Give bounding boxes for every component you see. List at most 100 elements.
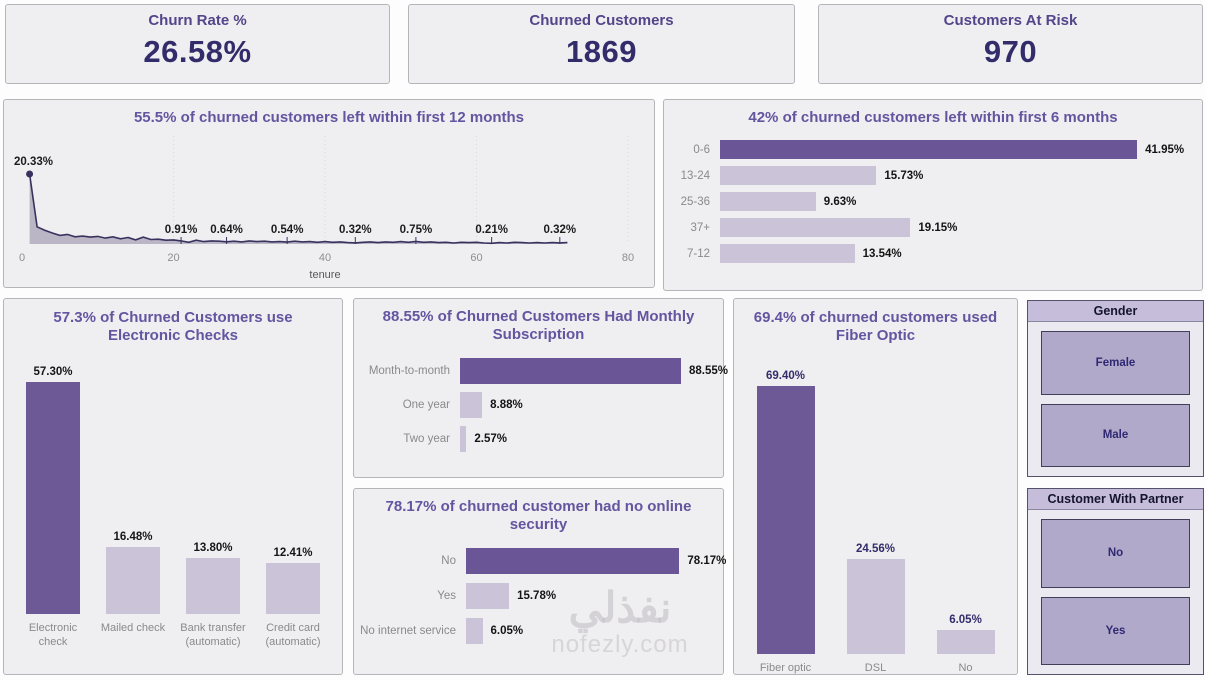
bar-Electronic check[interactable] [26,381,80,614]
category-label: DSL [864,661,887,674]
value-label: 19.15% [918,221,958,234]
bar-column: 57.30% Electronic check [13,352,93,651]
svg-text:80: 80 [622,252,634,264]
category-label: Electronic check [28,621,78,649]
slicer-title: Customer With Partner [1028,489,1203,510]
partner-slicer: Customer With Partner No Yes [1027,488,1204,675]
kpi-value: 26.58% [143,34,252,69]
bar-row: Two year 2.57% [360,425,717,452]
bar-row: 37+ 19.15% [672,218,1194,238]
svg-text:0.54%: 0.54% [271,224,304,236]
value-label: 24.56% [855,542,895,555]
kpi-title: Churn Rate % [148,12,247,29]
value-label: 15.78% [517,589,557,602]
chart-title: 57.3% of Churned Customers use Electroni… [53,309,293,345]
category-label: No [958,661,973,674]
category-label: 7-12 [686,247,710,260]
kpi-value: 970 [983,34,1038,69]
category-label: One year [402,398,450,411]
bar-0-6[interactable] [720,140,1138,160]
svg-text:20.33%: 20.33% [14,156,53,168]
chart-title: 78.17% of churned customer had no online… [385,498,692,534]
svg-text:60: 60 [470,252,482,264]
fiber-optic-bar-chart: 69.40% Fiber optic 24.56% DSL 6.05% No [734,354,1017,676]
bar-No internet service[interactable] [466,617,483,644]
value-label: 41.95% [1145,143,1185,156]
bar-row: Month-to-month 88.55% [360,357,728,384]
bar-column: 16.48% Mailed check [93,352,173,636]
bar-7-12[interactable] [720,244,855,264]
value-label: 69.40% [765,369,805,382]
category-label: 25-36 [680,195,710,208]
slicer-body: No Yes [1028,510,1203,674]
kpi-card-customers-at-risk: Customers At Risk 970 [818,4,1203,84]
category-label: Month-to-month [368,364,450,377]
value-label: 78.17% [687,554,727,567]
bar-row: 0-6 41.95% [672,140,1194,160]
kpi-card-churned-customers: Churned Customers 1869 [408,4,795,84]
svg-text:0.91%: 0.91% [165,224,198,236]
bar-One year[interactable] [460,391,483,418]
slicer-option-male[interactable]: Male [1041,403,1190,467]
svg-text:0: 0 [19,252,25,264]
gender-slicer: Gender Female Male [1027,300,1204,477]
kpi-title: Churned Customers [529,12,674,29]
chart-title: 69.4% of churned customers used Fiber Op… [753,309,998,345]
slicer-option-yes[interactable]: Yes [1041,596,1190,665]
value-label: 57.30% [33,365,73,378]
bar-column: 12.41% Credit card (automatic) [253,352,333,651]
bar-Bank transfer (automatic)[interactable] [186,557,240,614]
bar-row: One year 8.88% [360,391,717,418]
bar-No[interactable] [936,630,995,654]
bar-column: 69.40% Fiber optic [741,354,831,676]
bar-column: 24.56% DSL [831,354,921,676]
value-label: 13.54% [862,247,902,260]
online-security-bar-chart: No 78.17% Yes 15.78% No internet service 6.05… [354,547,726,644]
slicer-option-female[interactable]: Female [1041,331,1190,395]
panel-payment-method-chart: 57.3% of Churned Customers use Electroni… [3,298,343,675]
value-label: 88.55% [689,364,729,377]
bar-Yes[interactable] [466,582,510,609]
svg-text:0.32%: 0.32% [339,224,372,236]
value-label: 12.41% [273,547,313,560]
category-label: 37+ [690,221,710,234]
bar-Fiber optic[interactable] [756,385,815,654]
panel-six-months-chart: 42% of churned customers left within fir… [663,99,1203,291]
bar-Month-to-month[interactable] [460,357,682,384]
panel-fiber-optic-chart: 69.4% of churned customers used Fiber Op… [733,298,1018,675]
bar-13-24[interactable] [720,166,877,186]
tenure-area-chart[interactable]: 20.33% 0.91% 0.64% 0.54% 0.32% 0.75% 0.21% 0.32… [14,134,644,283]
category-label: Credit card (automatic) [265,621,321,649]
kpi-title: Customers At Risk [943,12,1078,29]
bar-Mailed check[interactable] [106,546,160,614]
slicer-option-no[interactable]: No [1041,519,1190,588]
value-label: 8.88% [490,398,523,411]
bar-row: 13-24 15.73% [672,166,1194,186]
six-months-bar-chart: 0-6 41.95% 13-24 15.73% 25-36 9.63% 37+ 19.15% 7… [664,140,1202,264]
bar-No[interactable] [466,547,680,574]
value-label: 6.05% [490,624,524,637]
bar-37+[interactable] [720,218,911,238]
category-label: 0-6 [693,143,710,156]
panel-online-security-chart: 78.17% of churned customer had no online… [353,488,726,675]
chart-title: 42% of churned customers left within fir… [748,109,1118,126]
bar-Credit card (automatic)[interactable] [266,563,320,614]
category-label: Bank transfer (automatic) [180,621,246,649]
bar-row: Yes 15.78% [360,582,717,609]
bar-25-36[interactable] [720,192,816,212]
bar-row: No internet service 6.05% [360,617,717,644]
value-label: 15.73% [884,169,924,182]
category-label: Yes [437,589,456,602]
payment-method-bar-chart: 57.30% Electronic check 16.48% Mailed check… [4,352,342,651]
bar-row: 25-36 9.63% [672,192,1194,212]
bar-row: No 78.17% [360,547,726,574]
svg-text:0.64%: 0.64% [210,224,243,236]
category-label: Fiber optic [759,661,812,674]
bar-DSL[interactable] [846,558,905,654]
bar-column: 6.05% No [921,354,1011,676]
category-label: No [441,554,456,567]
bar-Two year[interactable] [460,425,467,452]
subscription-bar-chart: Month-to-month 88.55% One year 8.88% Two yea… [354,357,728,452]
panel-tenure-chart: 55.5% of churned customers left within f… [3,99,655,288]
svg-text:tenure: tenure [309,269,340,281]
